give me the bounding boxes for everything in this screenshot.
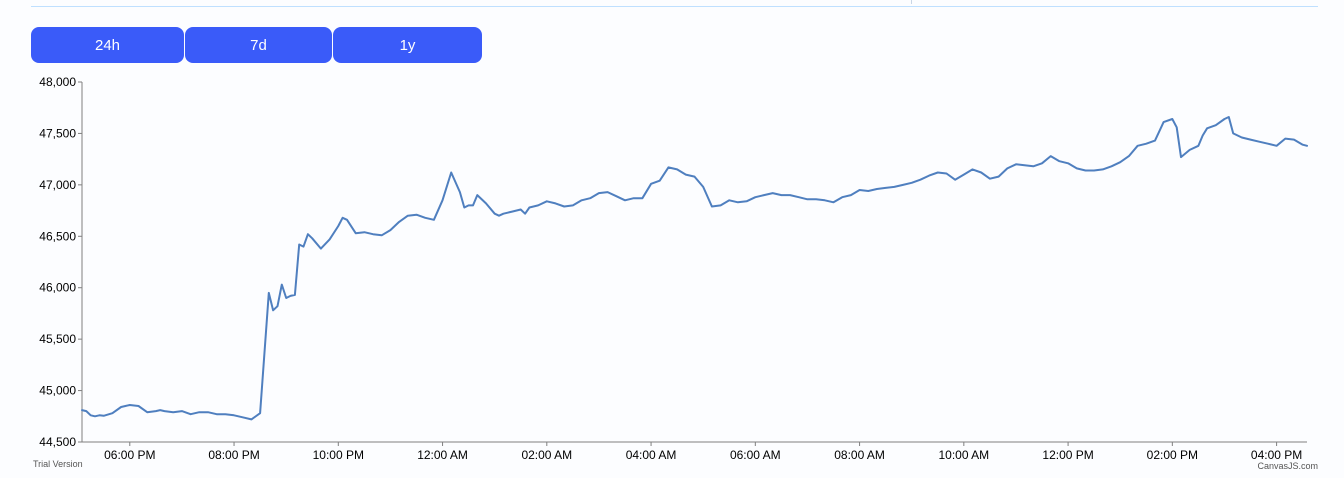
x-tick-label: 06:00 PM: [104, 448, 155, 462]
x-tick-label: 04:00 AM: [626, 448, 677, 462]
x-tick-label: 10:00 PM: [313, 448, 364, 462]
y-axis-ticks: 44,500 45,000 45,500 46,000 46,500 47,000 47,5…: [39, 75, 82, 449]
x-tick-label: 04:00 PM: [1251, 448, 1302, 462]
y-tick-label: 47,000: [39, 178, 76, 192]
canvasjs-brand-label[interactable]: CanvasJS.com: [1257, 461, 1318, 471]
y-tick-label: 46,500: [39, 229, 76, 243]
y-tick-label: 44,500: [39, 435, 76, 449]
chart-area: 44,500 45,000 45,500 46,000 46,500 47,000 47,5…: [0, 70, 1344, 473]
chart-axes: [81, 82, 1307, 443]
y-tick-label: 45,000: [39, 384, 76, 398]
x-tick-label: 06:00 AM: [730, 448, 781, 462]
trial-version-label: Trial Version: [33, 459, 83, 469]
x-tick-label: 08:00 PM: [208, 448, 259, 462]
top-divider: [31, 6, 1318, 7]
x-tick-label: 02:00 PM: [1147, 448, 1198, 462]
y-tick-label: 48,000: [39, 75, 76, 89]
x-tick-label: 12:00 AM: [417, 448, 468, 462]
top-divider-tick: [911, 0, 912, 4]
series-line-0: [81, 116, 1308, 421]
y-tick-label: 46,000: [39, 281, 76, 295]
y-tick-label: 45,500: [39, 332, 76, 346]
x-axis-ticks: 06:00 PM 08:00 PM 10:00 PM 12:00 AM 02:00 AM…: [104, 442, 1302, 462]
series-layer: [81, 116, 1308, 421]
x-tick-label: 10:00 AM: [938, 448, 989, 462]
x-tick-label: 08:00 AM: [834, 448, 885, 462]
range-button-1y[interactable]: 1y: [333, 27, 482, 63]
y-tick-label: 47,500: [39, 126, 76, 140]
range-button-24h[interactable]: 24h: [31, 27, 184, 63]
x-tick-label: 12:00 PM: [1042, 448, 1093, 462]
price-line-chart: 44,500 45,000 45,500 46,000 46,500 47,000 47,5…: [39, 75, 1308, 462]
range-button-7d[interactable]: 7d: [185, 27, 332, 63]
x-tick-label: 02:00 AM: [521, 448, 572, 462]
